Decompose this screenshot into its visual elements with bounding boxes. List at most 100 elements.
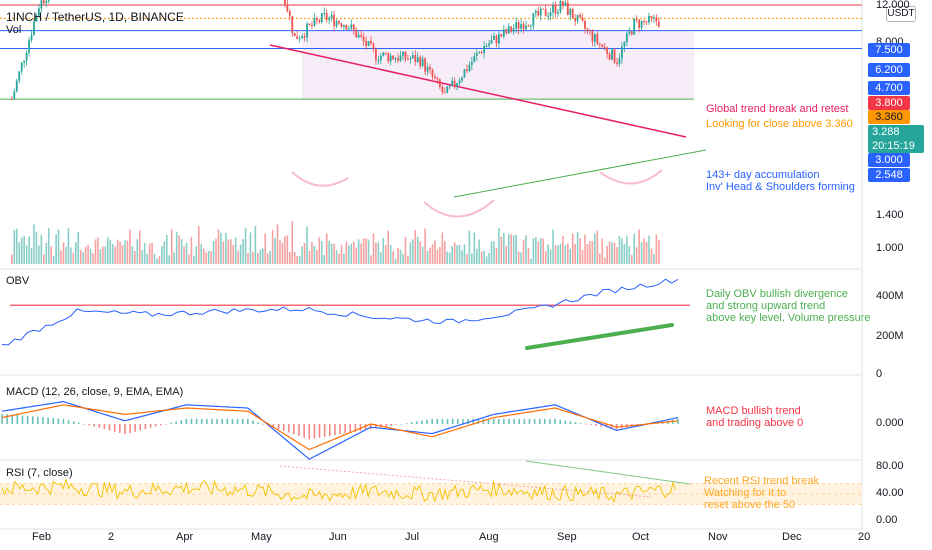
candle-body (648, 15, 650, 23)
volume-bar (185, 242, 188, 264)
candle-body (399, 55, 402, 61)
time-label-apr: Apr (176, 531, 194, 543)
volume-bar (306, 226, 308, 264)
volume-bar (84, 247, 87, 264)
volume-bar (289, 251, 291, 264)
macd-panel[interactable] (1, 400, 679, 460)
macd-histogram-bar (21, 415, 24, 424)
price-panel[interactable] (0, 0, 862, 264)
macd-histogram-bar (139, 424, 142, 431)
volume-bar (640, 242, 643, 264)
macd-histogram-bar (206, 418, 208, 424)
macd-histogram-bar (323, 424, 326, 437)
volume-bar (40, 234, 43, 264)
volume-bar (367, 239, 370, 264)
volume-label: Vol (6, 24, 22, 36)
volume-bar (67, 228, 70, 264)
candle-body (357, 34, 360, 38)
volume-bar (658, 240, 660, 264)
macd-histogram-bar (129, 424, 131, 433)
candle-body (397, 58, 399, 61)
candle-body (407, 59, 409, 61)
macd-histogram-bar (564, 420, 567, 424)
rsi-panel[interactable] (0, 460, 862, 505)
grid-lines (0, 0, 863, 530)
volume-bar (293, 251, 296, 264)
candle-body (603, 46, 606, 48)
volume-bar (323, 255, 326, 264)
macd-histogram-bar (334, 424, 336, 436)
volume-bar (372, 233, 375, 264)
annotation-close-above: Looking for close above 3.360 (706, 118, 853, 130)
volume-bar (424, 228, 426, 264)
candle-body (601, 44, 604, 47)
global-downtrend-line (269, 44, 687, 138)
volume-bar (321, 241, 323, 264)
currency-button[interactable]: USDT (886, 6, 916, 22)
macd-histogram-bar (385, 424, 387, 427)
candle-body (340, 23, 343, 27)
time-label-jun: Jun (329, 531, 347, 543)
volume-bar (628, 246, 631, 264)
candle-body (330, 14, 333, 18)
macd-histogram-bar (236, 418, 239, 424)
volume-bar (370, 255, 372, 264)
price-tick-1-4: 1.400 (876, 209, 904, 221)
candle-body (365, 40, 367, 46)
volume-bar (338, 253, 340, 264)
macd-histogram-bar (390, 424, 393, 426)
volume-bar (15, 228, 18, 264)
macd-histogram-bar (241, 418, 244, 424)
volume-bar (168, 255, 171, 264)
volume-bar (47, 228, 50, 264)
macd-histogram-bar (37, 416, 39, 424)
macd-histogram-bar (175, 421, 177, 424)
macd-histogram-bar (446, 418, 449, 424)
candle-body (505, 29, 508, 34)
volume-bar (512, 235, 515, 264)
volume-bar (569, 248, 572, 264)
volume-bar (92, 253, 94, 264)
macd-histogram-bar (554, 418, 556, 424)
candle-body (483, 46, 486, 54)
candle-body (458, 80, 461, 84)
candle-body (606, 47, 609, 54)
obv-panel[interactable] (1, 278, 690, 350)
volume-bar (623, 243, 626, 264)
volume-bar (645, 241, 648, 264)
candle-body (10, 99, 13, 101)
bar-countdown: 20:15:19 (872, 140, 915, 152)
macd-histogram-bar (523, 418, 526, 424)
candle-body (382, 52, 385, 56)
volume-bar (119, 241, 121, 264)
macd-histogram-bar (456, 418, 459, 424)
volume-bar (50, 246, 52, 264)
macd-histogram-bar (503, 418, 505, 424)
candle-body (547, 15, 550, 17)
macd-histogram-bar (190, 418, 193, 424)
macd-histogram-bar (11, 414, 14, 424)
volume-bar (163, 241, 166, 264)
macd-histogram-bar (421, 420, 423, 424)
macd-histogram-bar (600, 424, 602, 427)
volume-bar (387, 230, 390, 264)
candle-body (522, 24, 525, 30)
macd-histogram-bar (78, 422, 80, 424)
candle-body (616, 62, 618, 64)
candle-body (532, 13, 535, 26)
volume-bar (480, 251, 483, 264)
volume-bar (451, 246, 453, 264)
volume-bar (416, 236, 419, 264)
candle-body (490, 39, 493, 44)
macd-histogram-bar (247, 418, 249, 424)
volume-bar (259, 249, 262, 264)
volume-bar (131, 246, 134, 264)
candle-body (564, 2, 567, 7)
volume-bar (500, 236, 503, 264)
volume-bar (544, 251, 547, 264)
volume-bar (244, 227, 247, 264)
obv-divergence-line (525, 323, 674, 350)
volume-bar (308, 251, 311, 264)
volume-bar (212, 241, 215, 264)
